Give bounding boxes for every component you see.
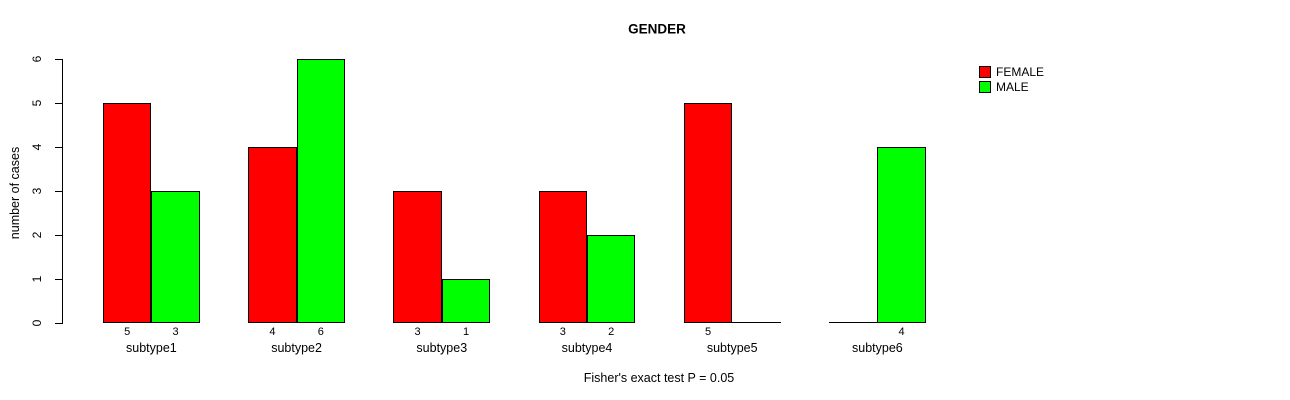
legend-label: MALE — [996, 79, 1029, 94]
female-bar — [248, 147, 297, 323]
bar-value-label: 4 — [898, 326, 905, 338]
y-tick-label: 6 — [30, 55, 44, 63]
y-tick-label: 4 — [30, 143, 44, 151]
male-bar — [587, 235, 636, 323]
female-bar — [103, 103, 152, 323]
y-axis-tick — [55, 191, 62, 192]
male-bar — [151, 191, 200, 323]
zero-height-bar — [829, 322, 878, 323]
bar-value-label: 6 — [317, 326, 324, 338]
bar-value-label: 4 — [269, 326, 276, 338]
legend-swatch-female — [979, 65, 991, 78]
chart-title: GENDER — [628, 21, 686, 37]
female-bar — [683, 103, 733, 323]
category-label: subtype5 — [706, 341, 758, 355]
y-axis-tick — [55, 279, 62, 280]
bar-value-label: 3 — [414, 326, 421, 338]
caption-annotation: Fisher's exact test P = 0.05 — [583, 371, 735, 385]
legend-label: FEMALE — [996, 64, 1045, 79]
y-axis-tick — [55, 235, 62, 236]
y-tick-label: 2 — [30, 231, 44, 239]
zero-height-bar — [732, 322, 781, 323]
category-label: subtype2 — [271, 341, 322, 355]
y-tick-label: 0 — [30, 319, 44, 327]
legend-item-male: MALE — [979, 79, 1044, 94]
y-axis-tick — [55, 147, 62, 148]
legend: FEMALE MALE — [979, 64, 1044, 94]
y-tick-label: 1 — [30, 275, 44, 283]
bar-value-label: 2 — [608, 326, 615, 338]
y-tick-label: 5 — [30, 99, 44, 107]
y-axis-line — [62, 59, 63, 324]
bar-value-label: 3 — [559, 326, 566, 338]
y-axis-label: number of cases — [8, 146, 22, 240]
male-bar — [296, 59, 345, 323]
legend-item-female: FEMALE — [979, 64, 1044, 79]
female-bar — [538, 191, 587, 323]
category-label: subtype1 — [126, 341, 177, 355]
category-label: subtype4 — [561, 341, 613, 355]
bar-value-label: 3 — [172, 326, 179, 338]
y-axis-tick — [55, 59, 62, 60]
y-axis-tick — [55, 103, 62, 104]
bar-value-label: 1 — [462, 326, 470, 338]
bar-value-label: 5 — [124, 326, 131, 338]
female-bar — [393, 191, 442, 323]
male-bar — [877, 147, 926, 323]
category-label: subtype6 — [852, 341, 903, 355]
category-label: subtype3 — [416, 341, 468, 355]
bar-value-label: 5 — [704, 326, 712, 338]
y-axis-tick — [55, 323, 62, 324]
male-bar — [441, 279, 491, 323]
legend-swatch-male — [979, 80, 991, 93]
y-tick-label: 3 — [30, 187, 44, 195]
